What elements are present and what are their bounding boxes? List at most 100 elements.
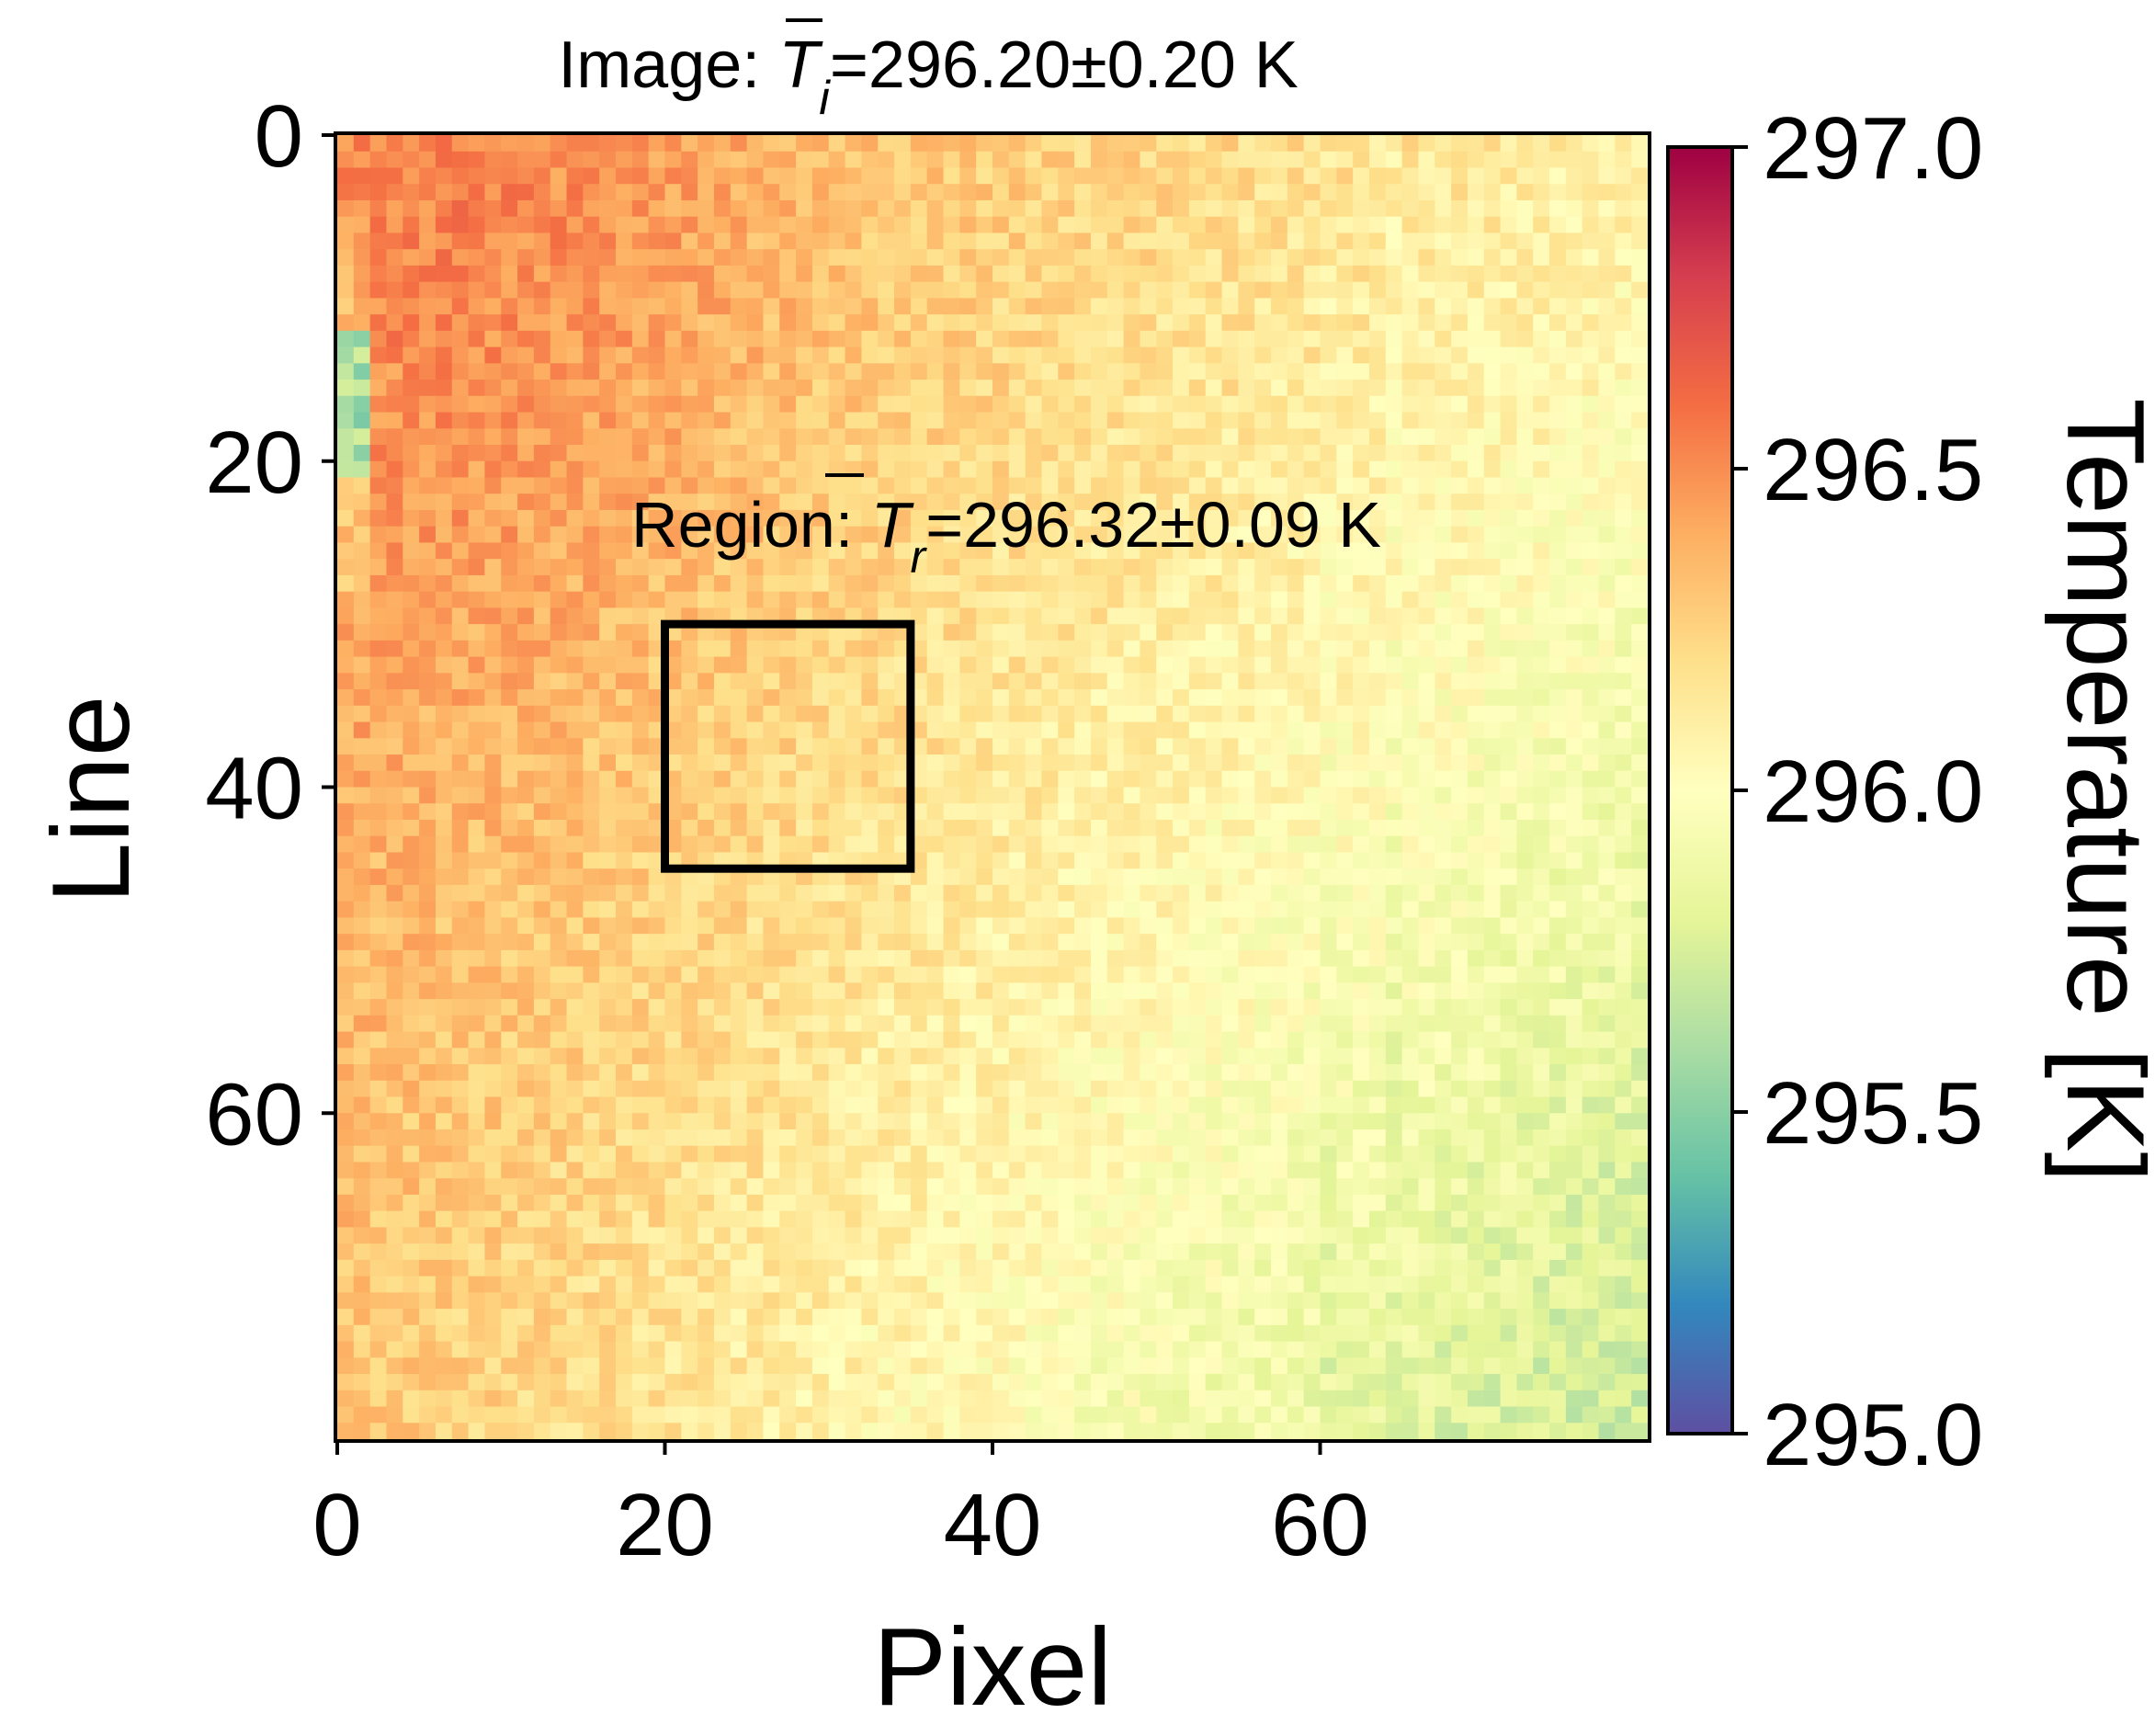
heatmap-cell bbox=[1500, 151, 1518, 169]
heatmap-cell bbox=[1582, 770, 1600, 789]
heatmap-cell bbox=[1549, 591, 1567, 608]
heatmap-cell bbox=[894, 314, 912, 332]
heatmap-cell bbox=[1188, 330, 1207, 348]
heatmap-cell bbox=[763, 1015, 780, 1033]
heatmap-cell bbox=[1173, 868, 1190, 886]
heatmap-cell bbox=[1238, 281, 1255, 299]
heatmap-cell bbox=[943, 412, 960, 429]
heatmap-cell bbox=[1598, 787, 1616, 804]
heatmap-cell bbox=[1254, 819, 1272, 837]
heatmap-cell bbox=[583, 1015, 600, 1033]
heatmap-cell bbox=[468, 901, 486, 918]
heatmap-cell bbox=[1205, 1080, 1223, 1098]
heatmap-cell bbox=[1320, 395, 1337, 414]
heatmap-cell bbox=[451, 395, 470, 414]
heatmap-cell bbox=[1516, 559, 1534, 576]
heatmap-cell bbox=[1287, 167, 1305, 185]
heatmap-cell bbox=[1451, 852, 1469, 869]
heatmap-cell bbox=[403, 445, 420, 462]
heatmap-cell bbox=[1418, 901, 1435, 918]
heatmap-cell bbox=[419, 460, 437, 479]
heatmap-cell bbox=[976, 868, 993, 886]
heatmap-cell bbox=[1173, 917, 1190, 935]
heatmap-cell bbox=[1254, 249, 1272, 267]
heatmap-cell bbox=[1106, 1113, 1125, 1130]
heatmap-cell bbox=[1287, 494, 1305, 511]
heatmap-cell bbox=[1401, 1015, 1420, 1033]
heatmap-cell bbox=[517, 233, 535, 250]
heatmap-cell bbox=[550, 656, 568, 674]
heatmap-cell bbox=[1418, 233, 1435, 250]
heatmap-cell bbox=[337, 803, 355, 821]
heatmap-cell bbox=[1156, 460, 1174, 479]
heatmap-cell bbox=[1140, 249, 1157, 267]
heatmap-cell bbox=[976, 640, 993, 658]
heatmap-cell bbox=[828, 656, 846, 674]
heatmap-cell bbox=[484, 494, 502, 511]
heatmap-cell bbox=[1385, 787, 1403, 804]
heatmap-cell bbox=[1418, 689, 1435, 707]
heatmap-cell bbox=[451, 770, 470, 789]
heatmap-cell bbox=[1156, 738, 1174, 755]
heatmap-cell bbox=[1516, 167, 1534, 185]
heatmap-cell bbox=[1221, 982, 1239, 1000]
heatmap-cell bbox=[616, 494, 633, 511]
heatmap-cell bbox=[746, 135, 765, 153]
heatmap-cell bbox=[451, 884, 470, 902]
heatmap-cell bbox=[1582, 428, 1600, 446]
heatmap-cell bbox=[698, 281, 715, 299]
heatmap-cell bbox=[1008, 346, 1026, 364]
heatmap-cell bbox=[517, 151, 535, 169]
heatmap-cell bbox=[1401, 445, 1420, 462]
heatmap-cell bbox=[1058, 787, 1075, 804]
heatmap-cell bbox=[1615, 460, 1632, 479]
heatmap-cell bbox=[1467, 624, 1485, 641]
heatmap-cell bbox=[1368, 591, 1387, 608]
heatmap-cell bbox=[451, 363, 470, 380]
heatmap-cell bbox=[976, 281, 993, 299]
heatmap-cell bbox=[1582, 852, 1600, 869]
heatmap-cell bbox=[1156, 1096, 1174, 1114]
heatmap-cell bbox=[976, 1129, 993, 1147]
heatmap-cell bbox=[1418, 591, 1435, 608]
heatmap-cell bbox=[353, 363, 371, 380]
heatmap-cell bbox=[337, 542, 355, 560]
heatmap-cell bbox=[1598, 835, 1616, 854]
heatmap-cell bbox=[1320, 542, 1337, 560]
heatmap-cell bbox=[386, 1145, 403, 1163]
heatmap-cell bbox=[386, 412, 403, 429]
heatmap-cell bbox=[631, 884, 650, 902]
heatmap-cell bbox=[1008, 233, 1026, 250]
heatmap-cell bbox=[730, 509, 748, 528]
heatmap-cell bbox=[386, 934, 403, 951]
heatmap-cell bbox=[451, 738, 470, 755]
heatmap-cell bbox=[369, 233, 388, 250]
heatmap-cell bbox=[1205, 445, 1223, 462]
heatmap-cell bbox=[1533, 591, 1550, 608]
heatmap-cell bbox=[811, 835, 830, 854]
heatmap-cell bbox=[353, 526, 371, 544]
heatmap-cell bbox=[1483, 330, 1502, 348]
heatmap-cell bbox=[403, 591, 420, 608]
heatmap-cell bbox=[369, 835, 388, 854]
heatmap-cell bbox=[1173, 346, 1190, 364]
heatmap-cell bbox=[468, 1129, 486, 1147]
heatmap-cell bbox=[353, 1064, 371, 1082]
heatmap-cell bbox=[681, 184, 698, 201]
heatmap-cell bbox=[910, 787, 928, 804]
heatmap-cell bbox=[1435, 721, 1452, 739]
heatmap-cell bbox=[468, 1031, 486, 1049]
heatmap-cell bbox=[1483, 705, 1502, 723]
heatmap-cell bbox=[501, 346, 518, 364]
heatmap-cell bbox=[501, 607, 518, 625]
heatmap-cell bbox=[681, 934, 698, 951]
heatmap-cell bbox=[1074, 1080, 1092, 1098]
heatmap-cell bbox=[811, 689, 830, 707]
heatmap-cell bbox=[1353, 901, 1370, 918]
heatmap-cell bbox=[337, 233, 355, 250]
heatmap-cell bbox=[878, 363, 895, 380]
heatmap-cell bbox=[631, 509, 650, 528]
heatmap-cell bbox=[1385, 852, 1403, 869]
heatmap-cell bbox=[992, 216, 1010, 234]
heatmap-cell bbox=[1238, 1096, 1255, 1114]
